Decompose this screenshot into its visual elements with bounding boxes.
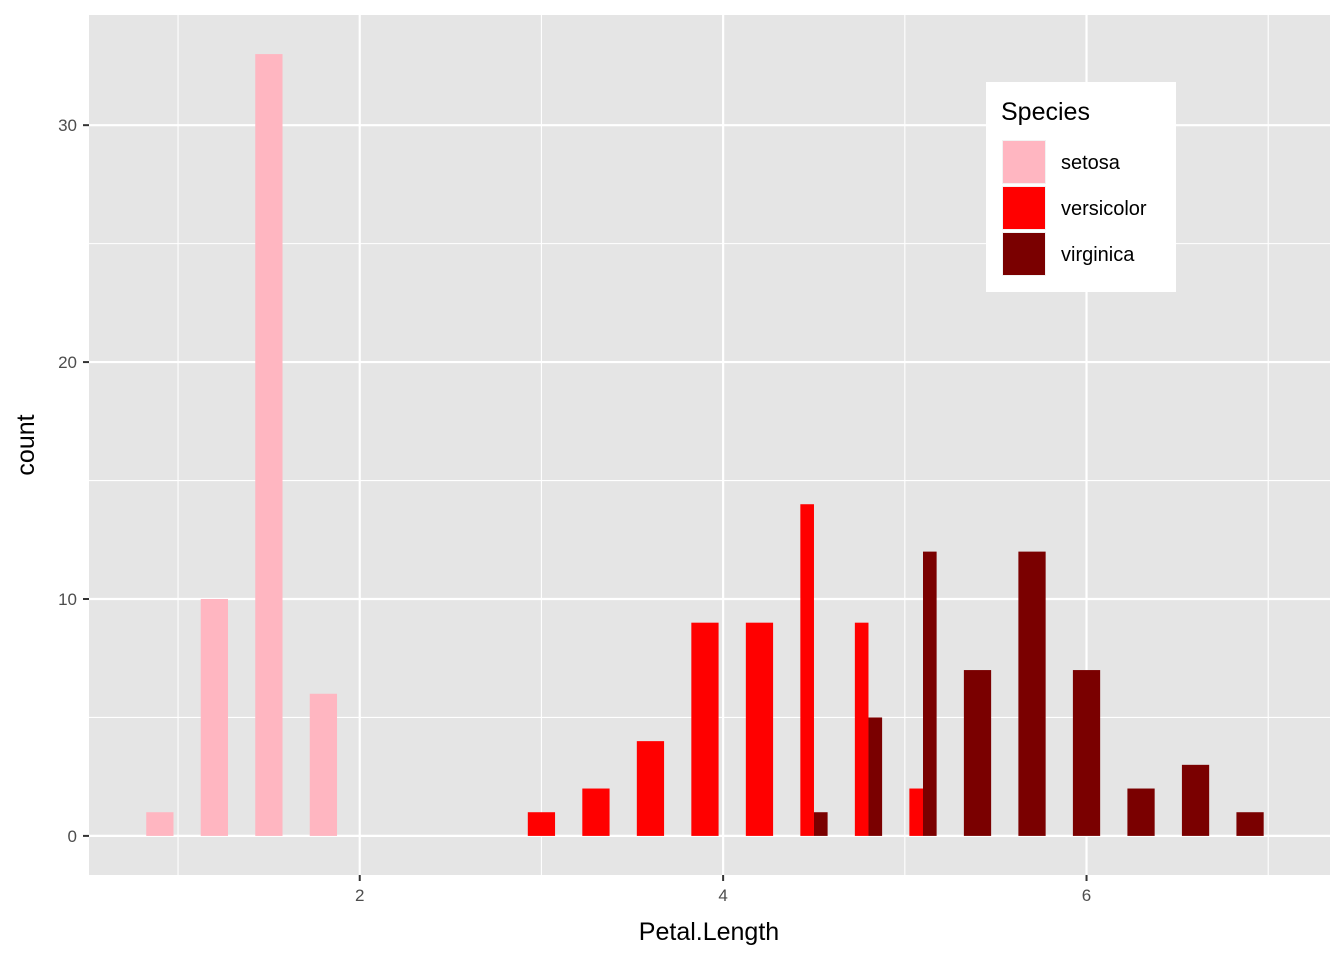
bar-setosa-1 bbox=[200, 598, 228, 836]
bar-versicolor-1 bbox=[582, 788, 610, 836]
bar-virginica-1 bbox=[868, 717, 883, 836]
y-tick-label-3: 30 bbox=[58, 116, 77, 135]
tick-labels: 2 4 6 0 10 20 30 bbox=[58, 116, 1091, 905]
axis-ticks bbox=[83, 124, 1088, 881]
x-tick-label-1: 4 bbox=[718, 886, 727, 905]
x-tick-label-0: 2 bbox=[355, 886, 364, 905]
y-tick-label-0: 0 bbox=[68, 827, 77, 846]
bar-setosa-2 bbox=[255, 54, 283, 836]
y-axis-title: count bbox=[12, 414, 40, 475]
bar-versicolor-5 bbox=[800, 504, 814, 836]
y-tick-label-2: 20 bbox=[58, 353, 77, 372]
legend: Species setosa versicolor virginica bbox=[986, 82, 1176, 292]
bar-versicolor-6 bbox=[854, 622, 869, 836]
bar-virginica-2 bbox=[922, 551, 937, 836]
bar-virginica-5 bbox=[1072, 670, 1101, 836]
bar-virginica-6 bbox=[1127, 788, 1155, 836]
bar-virginica-7 bbox=[1181, 764, 1210, 836]
x-tick-label-2: 6 bbox=[1082, 886, 1091, 905]
bar-setosa-0 bbox=[146, 812, 174, 836]
bar-virginica-8 bbox=[1236, 812, 1264, 836]
bar-versicolor-4 bbox=[745, 622, 774, 836]
bars bbox=[146, 54, 1264, 836]
bar-versicolor-3 bbox=[691, 622, 719, 836]
bar-versicolor-7 bbox=[909, 788, 923, 836]
legend-label-versicolor: versicolor bbox=[1061, 198, 1147, 220]
bar-virginica-3 bbox=[963, 670, 992, 836]
legend-key-virginica bbox=[1003, 233, 1045, 275]
bar-setosa-3 bbox=[309, 693, 338, 836]
y-tick-label-1: 10 bbox=[58, 590, 77, 609]
legend-label-setosa: setosa bbox=[1061, 152, 1121, 174]
legend-label-virginica: virginica bbox=[1061, 244, 1135, 266]
x-axis-title: Petal.Length bbox=[639, 918, 779, 946]
bar-versicolor-0 bbox=[527, 812, 556, 836]
legend-items: setosa versicolor virginica bbox=[1002, 140, 1147, 276]
bar-virginica-4 bbox=[1018, 551, 1046, 836]
legend-key-versicolor bbox=[1003, 187, 1045, 229]
bar-versicolor-2 bbox=[636, 741, 665, 836]
legend-title: Species bbox=[1001, 98, 1090, 126]
legend-key-setosa bbox=[1003, 141, 1045, 183]
bar-virginica-0 bbox=[813, 812, 828, 836]
